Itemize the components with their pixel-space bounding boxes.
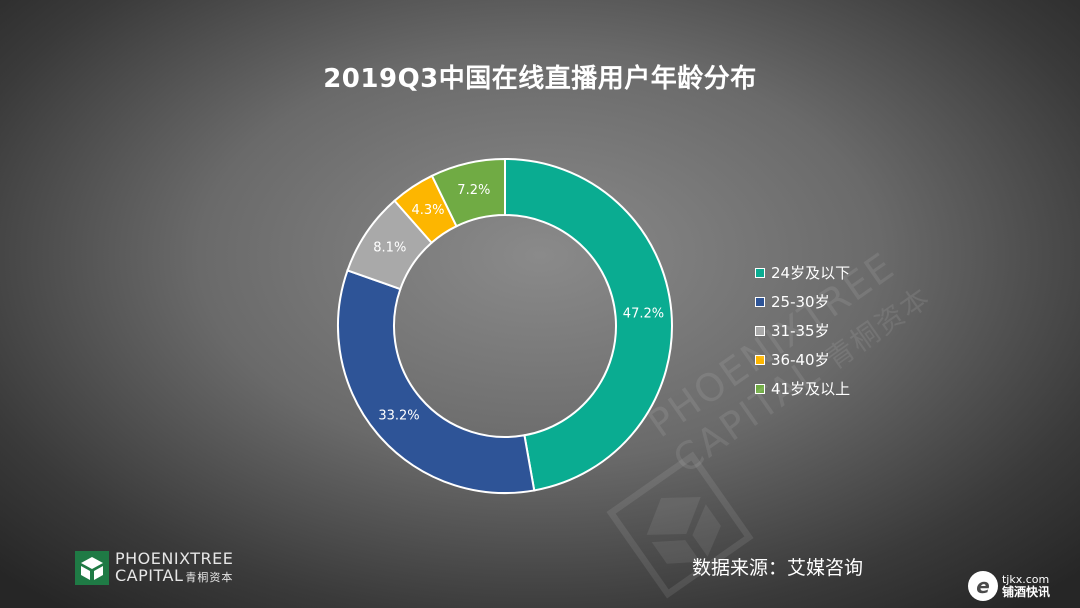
legend-swatch bbox=[755, 325, 765, 336]
data-source: 数据来源：艾媒咨询 bbox=[692, 557, 864, 579]
watermark-logo-icon bbox=[606, 451, 754, 599]
e-logo-icon: e bbox=[967, 571, 998, 601]
legend-item: 41岁及以上 bbox=[755, 374, 850, 403]
chart-legend: 24岁及以下 25-30岁 31-35岁 36-40岁 41岁及以上 bbox=[755, 258, 850, 403]
slice-2 bbox=[337, 269, 536, 494]
legend-label: 24岁及以下 bbox=[771, 264, 851, 282]
chart-title: 2019Q3中国在线直播用户年龄分布 bbox=[323, 64, 757, 94]
slice-5 bbox=[430, 157, 506, 228]
legend-item: 36-40岁 bbox=[755, 345, 850, 374]
slice-label-2: 33.2% bbox=[378, 408, 419, 423]
company-logo: PHOENIXTREE CAPITAL 青桐资本 bbox=[75, 550, 233, 586]
legend-label: 31-35岁 bbox=[771, 322, 830, 340]
legend-label: 25-30岁 bbox=[771, 293, 830, 311]
slice-label-1: 47.2% bbox=[623, 306, 664, 321]
phoenixtree-logo-icon bbox=[75, 551, 109, 585]
legend-swatch bbox=[755, 383, 765, 394]
slice-1 bbox=[504, 157, 673, 492]
logo-line2-cn: 青桐资本 bbox=[185, 571, 234, 584]
legend-item: 31-35岁 bbox=[755, 316, 850, 345]
legend-swatch bbox=[755, 296, 765, 307]
logo-line2: CAPITAL bbox=[115, 566, 184, 585]
logo-line1: PHOENIXTREE bbox=[115, 549, 234, 568]
slice-label-5: 7.2% bbox=[457, 183, 490, 198]
legend-label: 41岁及以上 bbox=[771, 380, 851, 398]
slice-label-3: 8.1% bbox=[373, 241, 406, 256]
legend-item: 25-30岁 bbox=[755, 287, 850, 316]
legend-swatch bbox=[755, 267, 765, 278]
legend-item: 24岁及以下 bbox=[755, 258, 850, 287]
corner-domain: tjkx.com bbox=[1001, 573, 1050, 586]
slice-label-4: 4.3% bbox=[411, 203, 444, 218]
corner-name: 铺酒快讯 bbox=[1001, 585, 1050, 599]
legend-swatch bbox=[755, 354, 765, 365]
corner-watermark: e tjkx.com 铺酒快讯 bbox=[967, 571, 1050, 601]
legend-label: 36-40岁 bbox=[771, 351, 830, 369]
